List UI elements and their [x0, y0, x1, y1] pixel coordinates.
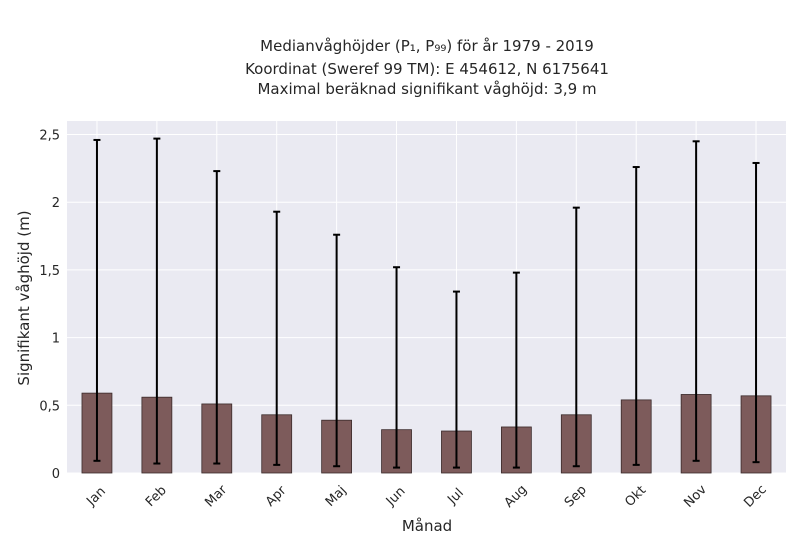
y-tick-label: 1: [52, 332, 60, 347]
x-tick-label: Nov: [681, 482, 710, 511]
error-bar-aug: [512, 271, 520, 469]
error-bar-apr: [273, 210, 281, 466]
y-tick-label: 0,5: [39, 399, 60, 414]
y-axis-label: Signifikant våghöjd (m): [15, 210, 33, 385]
error-bar-dec: [752, 161, 760, 464]
chart-title: Medianvåghöjder (P₁, P₉₉) för år 1979 - …: [245, 37, 609, 98]
error-bar-sep: [572, 206, 580, 468]
y-axis-ticks: 0 0,5 1 1,5 2 2,5: [39, 129, 60, 482]
x-tick-label: Maj: [323, 483, 350, 510]
chart-title-line-1: Medianvåghöjder (P₁, P₉₉) för år 1979 - …: [260, 37, 594, 55]
x-tick-label: Aug: [502, 482, 531, 511]
x-tick-label: Jan: [83, 484, 108, 509]
y-tick-label: 2: [52, 196, 60, 211]
x-tick-label: Jun: [383, 484, 409, 510]
error-bar-jun: [393, 266, 401, 469]
error-bar-nov: [692, 140, 700, 462]
error-bars: [93, 137, 760, 469]
x-tick-label: Apr: [263, 483, 290, 510]
chart-title-line-2: Koordinat (Sweref 99 TM): E 454612, N 61…: [245, 60, 609, 78]
x-tick-label: Dec: [741, 482, 769, 510]
x-tick-label: Okt: [622, 483, 649, 510]
y-tick-label: 2,5: [39, 129, 60, 144]
chart-title-line-3: Maximal beräknad signifikant våghöjd: 3,…: [257, 80, 596, 98]
x-tick-label: Jul: [444, 486, 466, 508]
y-tick-label: 1,5: [39, 264, 60, 279]
plot-area: [67, 121, 786, 473]
x-axis-label: Månad: [402, 517, 452, 535]
x-tick-label: Feb: [143, 483, 170, 510]
error-bar-feb: [153, 137, 161, 465]
error-bar-maj: [333, 233, 341, 468]
x-tick-label: Sep: [562, 483, 590, 511]
error-bar-jul: [452, 290, 460, 469]
error-bar-jan: [93, 138, 101, 462]
x-axis-ticks: Jan Feb Mar Apr Maj Jun Jul Aug Sep Okt Nov Dec: [83, 482, 769, 511]
y-tick-label: 0: [52, 467, 60, 482]
error-bar-okt: [632, 166, 640, 466]
x-tick-label: Mar: [202, 482, 230, 510]
error-bar-mar: [213, 170, 221, 465]
